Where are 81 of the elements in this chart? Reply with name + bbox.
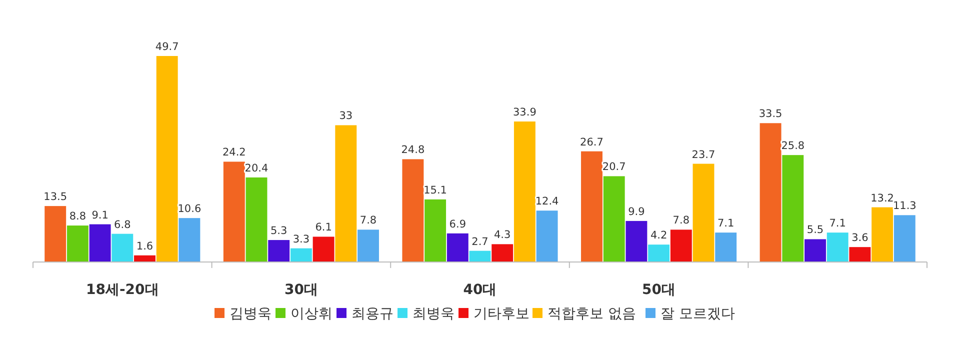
- data-label: 6.1: [315, 222, 332, 234]
- bar: [826, 232, 848, 262]
- bar: [66, 226, 88, 262]
- data-label: 24.8: [401, 144, 425, 156]
- data-label: 7.8: [672, 214, 690, 227]
- bar: [670, 230, 692, 262]
- data-label: 23.7: [692, 148, 716, 161]
- data-label: 12.4: [535, 196, 560, 208]
- data-label: 10.6: [178, 203, 202, 216]
- data-label: 3.3: [292, 233, 310, 246]
- data-label: 3.6: [852, 232, 869, 244]
- data-label: 25.8: [781, 140, 805, 152]
- bar: [312, 236, 334, 262]
- data-label: 5.5: [806, 224, 824, 236]
- bar: [112, 234, 134, 262]
- bar: [760, 123, 782, 262]
- data-label: 2.7: [472, 236, 488, 248]
- x-tick-label: 50대: [642, 282, 676, 298]
- bar: [223, 162, 245, 262]
- data-label: 1.6: [136, 240, 154, 252]
- data-label: 11.3: [892, 200, 916, 212]
- data-label: 49.7: [155, 41, 179, 53]
- legend-label: 잘 모르겠다: [660, 306, 735, 322]
- bar: [715, 232, 737, 262]
- data-label: 26.7: [580, 136, 604, 148]
- data-label: 6.9: [449, 218, 466, 230]
- x-tick-label: 30대: [284, 282, 318, 298]
- data-label: 33: [339, 110, 353, 122]
- data-label: 6.8: [114, 218, 131, 231]
- legend-label: 김병욱: [230, 306, 272, 322]
- x-tick-label: 18세-20대: [86, 282, 159, 298]
- bar: [492, 244, 514, 262]
- bar: [178, 218, 200, 262]
- bar: [849, 247, 871, 262]
- bar: [335, 125, 357, 262]
- data-label: 24.2: [222, 146, 246, 159]
- bar: [514, 121, 536, 262]
- data-label: 4.2: [650, 230, 668, 242]
- data-label: 8.8: [69, 210, 86, 223]
- x-tick-label: 40대: [463, 282, 497, 298]
- bar: [782, 155, 804, 262]
- data-label: 20.7: [602, 161, 626, 174]
- bar: [626, 220, 648, 262]
- bar: [469, 250, 491, 262]
- data-label: 33.5: [758, 108, 782, 120]
- bar: [424, 199, 446, 262]
- bar: [536, 210, 558, 262]
- bar: [446, 233, 468, 262]
- bar: [581, 151, 602, 262]
- bar: [402, 159, 424, 262]
- legend-label: 이상휘: [290, 306, 332, 322]
- bar: [89, 224, 111, 262]
- data-label: 7.1: [829, 218, 846, 230]
- data-label: 7.1: [718, 218, 734, 230]
- bar: [246, 177, 268, 262]
- bar: [358, 230, 379, 262]
- bar: [156, 56, 178, 262]
- data-label: 5.3: [270, 225, 288, 238]
- bar: [894, 215, 916, 262]
- data-label: 13.2: [870, 192, 894, 204]
- data-label: 13.5: [44, 191, 68, 204]
- bar: [648, 244, 670, 262]
- bar: [268, 240, 290, 262]
- bar: [290, 248, 312, 262]
- legend-label: 기타후보: [474, 306, 530, 322]
- bar: [804, 239, 826, 262]
- data-label: 7.8: [360, 214, 377, 227]
- data-label: 4.3: [494, 229, 511, 242]
- bar: [872, 207, 894, 262]
- data-label: 15.1: [424, 184, 447, 196]
- legend-label: 적합후보 없음: [548, 306, 636, 322]
- data-label: 20.4: [244, 162, 269, 174]
- bar: [603, 176, 625, 262]
- data-label: 9.9: [628, 206, 645, 218]
- bar: [692, 164, 714, 262]
- legend-label: 최용규: [352, 306, 394, 322]
- bar: [134, 255, 156, 262]
- legend-label: 최병욱: [412, 306, 454, 322]
- data-label: 33.9: [513, 106, 536, 118]
- bar: [44, 206, 66, 262]
- data-label: 9.1: [92, 209, 108, 222]
